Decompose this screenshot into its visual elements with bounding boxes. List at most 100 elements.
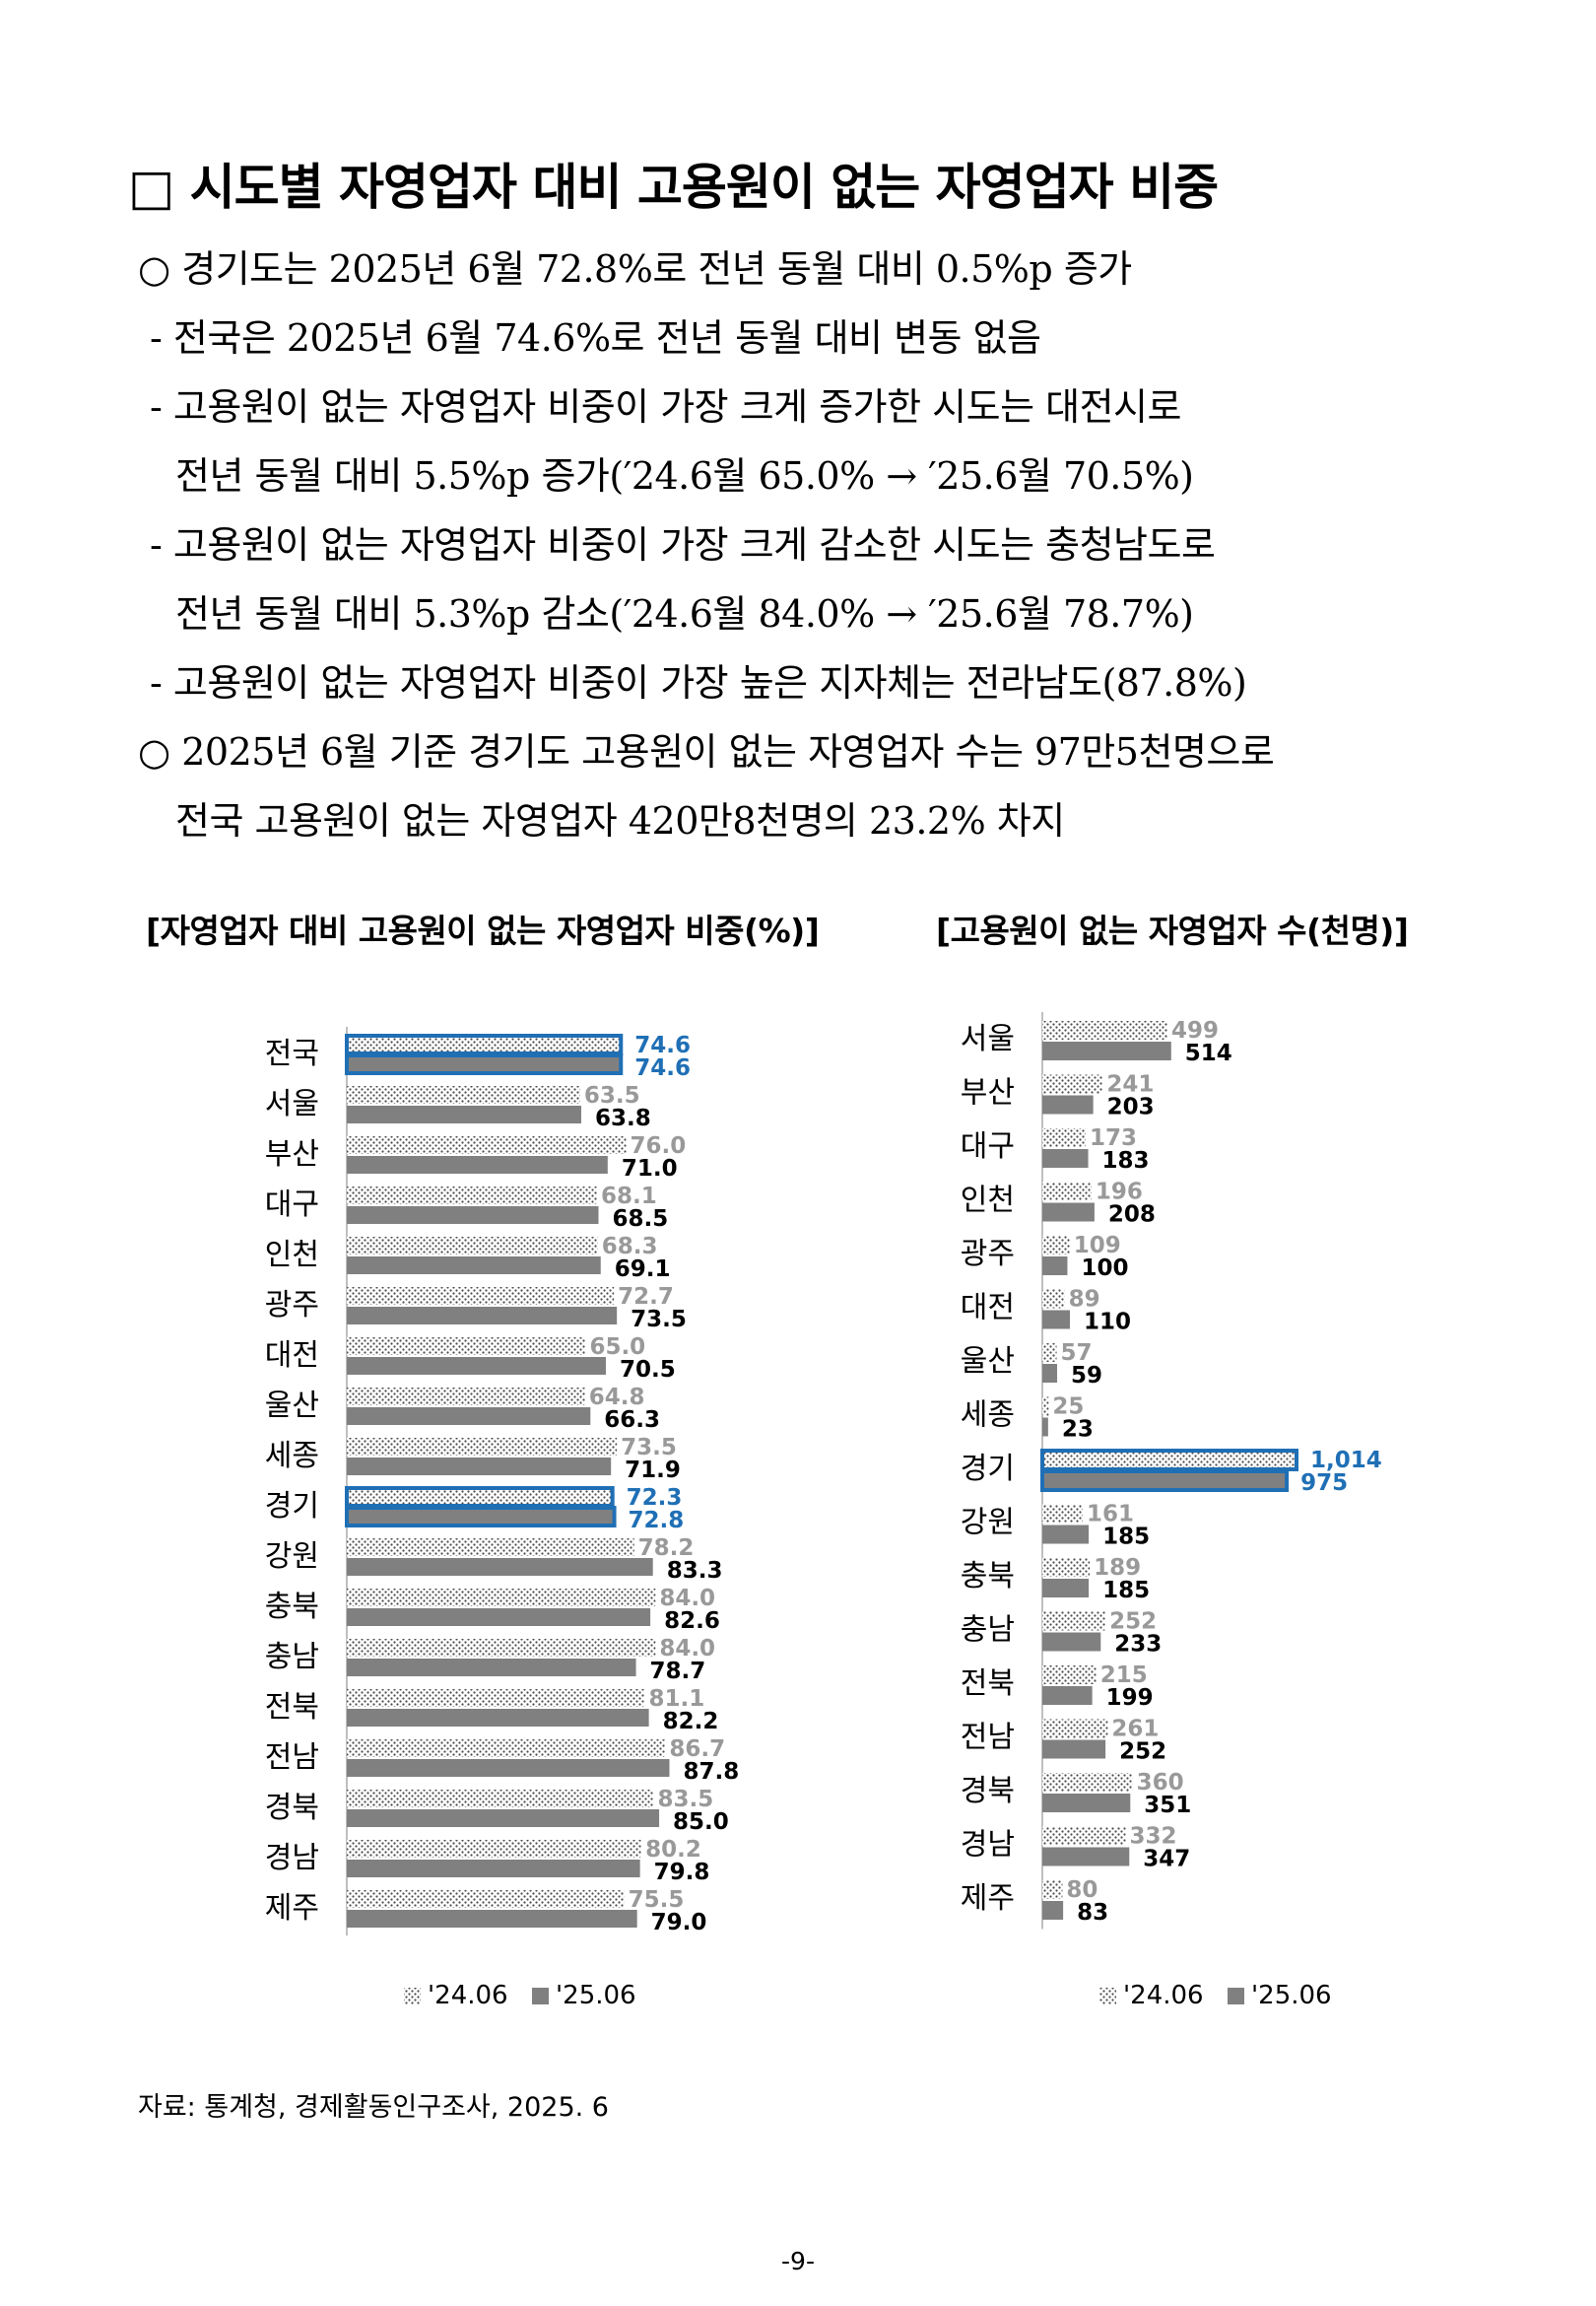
chart-1-bar-2025 [1042, 1095, 1094, 1115]
bullet-9: 전국 고용원이 없는 자영업자 420만8천명의 23.2% 차지 [175, 799, 1065, 843]
chart-0-value-2024: 76.0 [630, 1133, 686, 1159]
chart-1-value-2024: 252 [1109, 1609, 1157, 1635]
chart-1-bar-2025 [1042, 1364, 1058, 1383]
chart-0-bar-2025 [347, 1709, 649, 1727]
chart-1-value-2025: 185 [1102, 1578, 1150, 1603]
chart-1-bar-2024 [1042, 1182, 1092, 1201]
chart-0-value-2025: 82.6 [664, 1608, 720, 1634]
chart-0-bar-2024 [347, 1639, 656, 1657]
chart-1-category-label: 부산 [961, 1076, 1015, 1111]
chart-1-bar-2025 [1042, 1739, 1106, 1759]
bullet-1: ○ 경기도는 2025년 6월 72.8%로 전년 동월 대비 0.5%p 증가 [138, 247, 1132, 291]
chart-0-category-label: 광주 [265, 1288, 319, 1323]
chart-1-legend-label-2024: '24.06 [1123, 1981, 1204, 2010]
chart-1-value-2024: 80 [1066, 1877, 1097, 1903]
chart-0-category-label: 경북 [265, 1791, 319, 1825]
chart-1-bar-2024 [1040, 1449, 1298, 1471]
chart-0-value-2024: 84.0 [659, 1586, 715, 1611]
chart-0-category-label: 인천 [265, 1238, 319, 1272]
chart-1-bar-2024 [1042, 1719, 1108, 1738]
chart-1-bar-2024 [1042, 1343, 1057, 1362]
chart-1-category-label: 충남 [961, 1613, 1015, 1648]
chart-1-bar-2025 [1042, 1901, 1064, 1920]
chart-0-value-2024: 63.5 [584, 1083, 640, 1109]
chart-0-category-label: 전남 [265, 1740, 319, 1775]
chart-0-bar-2024 [347, 1187, 598, 1204]
chart-1-category-label: 강원 [961, 1506, 1015, 1540]
chart-0-value-2025: 69.1 [615, 1256, 671, 1282]
chart-0-value-2025: 71.9 [625, 1458, 681, 1483]
bullet-6: 전년 동월 대비 5.3%p 감소(′24.6월 84.0% → ′25.6월 … [175, 592, 1194, 636]
chart-0-category-label: 전국 [265, 1037, 319, 1071]
chart-1-bar-2024 [1042, 1773, 1133, 1792]
chart-1-bar-2025 [1042, 1149, 1089, 1168]
chart-0-bar-2025 [347, 1156, 608, 1174]
chart-1-bar-2024 [1042, 1074, 1103, 1094]
chart-1-value-2024: 360 [1137, 1770, 1184, 1796]
chart-0-value-2025: 82.2 [663, 1709, 719, 1734]
chart-0-category-label: 세종 [265, 1439, 319, 1473]
chart-1-bar-2024 [1042, 1021, 1167, 1040]
chart-0-bar-2025 [347, 1206, 599, 1224]
chart-1-bar-2025 [1040, 1469, 1290, 1492]
chart-0-value-2025: 70.5 [620, 1357, 676, 1383]
chart-0-legend-swatch-2025 [532, 1988, 549, 2004]
chart-0-bar-2024 [347, 1287, 615, 1305]
chart-1-value-2024: 499 [1171, 1018, 1219, 1044]
chart-0-value-2025: 78.7 [650, 1659, 706, 1684]
chart-0-bar-2024 [347, 1136, 627, 1154]
chart-0-bar-2025 [347, 1256, 601, 1274]
chart-1-value-2024: 241 [1106, 1072, 1154, 1098]
chart-0-bar-2025 [347, 1659, 636, 1676]
chart-0-value-2024: 81.1 [649, 1686, 705, 1712]
chart-1-value-2025: 203 [1107, 1095, 1155, 1120]
chart-1-value-2025: 514 [1185, 1041, 1232, 1066]
chart-0-bar-2025 [347, 1307, 618, 1324]
chart-0-bar-2024 [347, 1739, 666, 1757]
chart-1-value-2024: 25 [1052, 1394, 1084, 1420]
chart-1-bar-2024 [1042, 1504, 1083, 1524]
chart-0-bar-2024 [347, 1337, 586, 1355]
chart-1-value-2025: 83 [1077, 1900, 1108, 1926]
chart-0-value-2024: 68.3 [602, 1234, 658, 1259]
chart-1-value-2025: 110 [1084, 1310, 1131, 1335]
chart-1-value-2024: 332 [1129, 1824, 1176, 1850]
chart-1-bar-2025 [1042, 1310, 1070, 1329]
chart-1-bar-2025 [1042, 1202, 1095, 1222]
chart-0-category-label: 대구 [265, 1187, 319, 1222]
chart-0-bar-2025 [347, 1860, 640, 1877]
chart-0-bar-2025 [347, 1759, 670, 1777]
chart-1-bar-2025 [1042, 1525, 1090, 1544]
chart-0-value-2025: 71.0 [622, 1156, 678, 1182]
bullet-7: - 고용원이 없는 자영업자 비중이 가장 높은 지자체는 전라남도(87.8%… [150, 661, 1247, 705]
chart-1-bar-2024 [1042, 1611, 1106, 1631]
chart-1-value-2025: 183 [1102, 1148, 1150, 1174]
chart-1-bar-2025 [1042, 1256, 1068, 1275]
chart-1-category-label: 전남 [961, 1721, 1015, 1755]
chart-1-category-label: 충북 [961, 1559, 1015, 1594]
chart-count-title: [고용원이 없는 자영업자 수(천명)] [936, 912, 1409, 950]
bullet-8: ○ 2025년 6월 기준 경기도 고용원이 없는 자영업자 수는 97만5천명… [138, 730, 1275, 774]
chart-1-value-2024: 261 [1111, 1717, 1159, 1742]
chart-1-value-2025: 975 [1300, 1470, 1348, 1496]
chart-0-value-2025: 68.5 [613, 1206, 669, 1232]
chart-1-legend-label-2025: '25.06 [1251, 1981, 1332, 2010]
chart-0-bar-2025 [347, 1407, 591, 1425]
chart-1-value-2024: 196 [1096, 1180, 1143, 1205]
chart-1-value-2025: 199 [1106, 1685, 1154, 1711]
chart-0-value-2024: 72.3 [627, 1485, 683, 1511]
chart-0-bar-2025 [347, 1910, 637, 1928]
chart-1-value-2024: 189 [1094, 1555, 1141, 1581]
chart-0-bar-2024 [347, 1237, 598, 1255]
chart-0-value-2024: 68.1 [601, 1184, 657, 1209]
chart-0-value-2024: 65.0 [589, 1334, 645, 1360]
chart-0-bar-2025 [347, 1357, 606, 1375]
chart-0-category-label: 강원 [265, 1539, 319, 1574]
chart-1-legend-swatch-2024 [1099, 1988, 1116, 2004]
chart-0-bar-2025 [347, 1558, 653, 1576]
chart-0-value-2025: 66.3 [604, 1407, 660, 1433]
chart-0-bar-2024 [345, 1034, 624, 1055]
chart-0-category-label: 충남 [265, 1640, 319, 1674]
chart-0-value-2025: 87.8 [683, 1759, 739, 1785]
chart-0-bar-2024 [345, 1486, 615, 1508]
